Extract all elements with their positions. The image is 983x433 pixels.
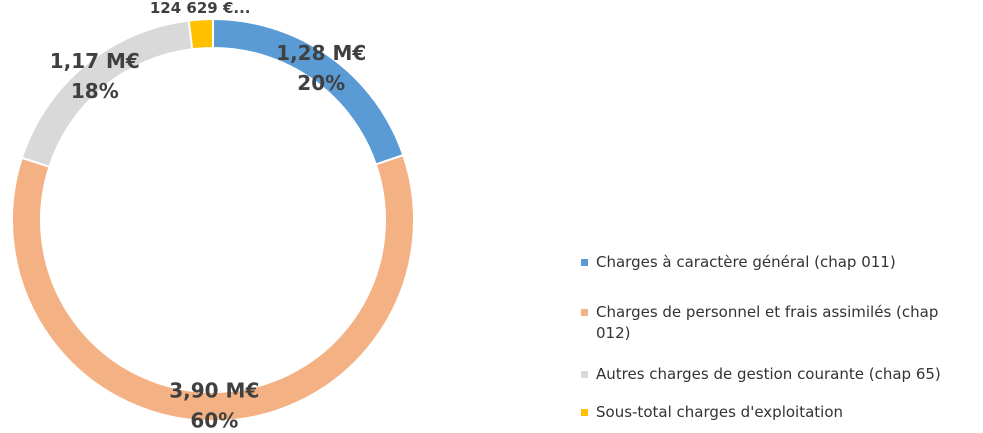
percent-label: 60% — [190, 408, 238, 432]
percent-label: 18% — [71, 79, 119, 103]
legend-swatch — [581, 371, 588, 378]
legend-entry: Autres charges de gestion courante (chap… — [578, 364, 966, 385]
legend-swatch — [581, 309, 588, 316]
legend-entry: Charges à caractère général (chap 011) — [578, 252, 966, 273]
donut-slice — [11, 153, 415, 422]
legend-label: Sous-total charges d'exploitation — [596, 403, 844, 421]
value-label: 3,90 M€ — [169, 378, 259, 402]
legend-swatch — [581, 409, 588, 416]
legend-label: Autres charges de gestion courante (chap… — [596, 365, 941, 383]
legend-label: Charges de personnel et frais assimilés … — [596, 303, 939, 342]
value-label: 1,28 M€ — [276, 41, 366, 65]
legend-entry: Charges de personnel et frais assimilés … — [578, 302, 966, 344]
donut-slice — [187, 17, 214, 51]
percent-label: 20% — [297, 71, 345, 95]
value-label: 124 629 €... — [150, 0, 251, 17]
legend-swatch — [581, 259, 588, 266]
legend-label: Charges à caractère général (chap 011) — [596, 253, 896, 271]
legend-entry: Sous-total charges d'exploitation — [578, 402, 966, 423]
value-label: 1,17 M€ — [50, 49, 140, 73]
